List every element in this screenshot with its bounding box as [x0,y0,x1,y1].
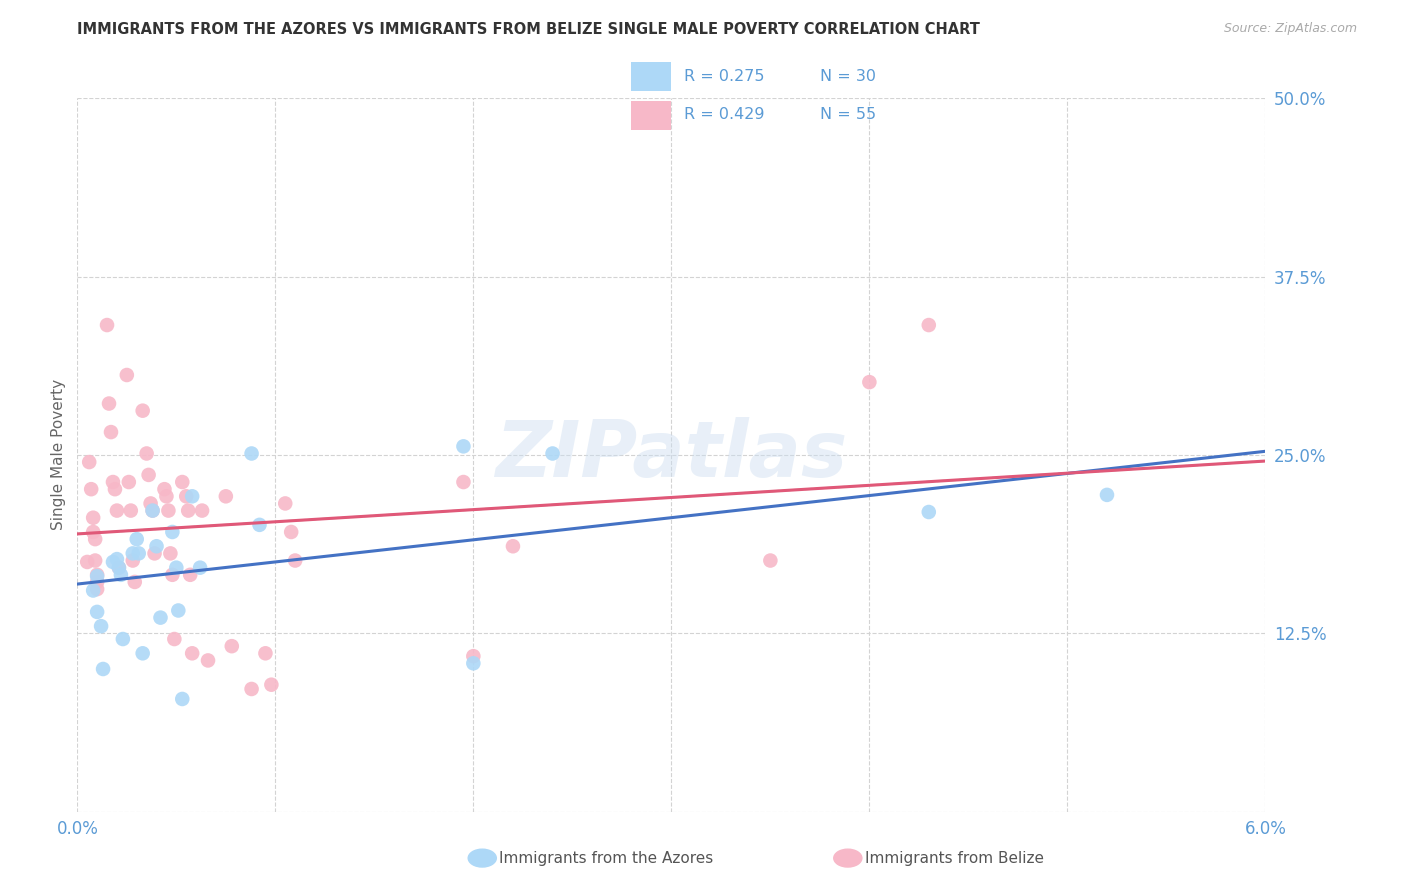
Point [145,539,167,553]
Point [172,692,194,706]
Point [1095,488,1118,502]
Point [121,553,143,567]
Point [84,553,107,567]
Point [82,583,104,598]
Point [101,475,124,489]
Point [108,560,131,574]
Point [858,375,880,389]
Text: Immigrants from Belize: Immigrants from Belize [865,851,1043,865]
Point [86,582,108,596]
Point [221,639,243,653]
Point [86,605,108,619]
Point [90,619,112,633]
Point [274,496,297,510]
Point [165,560,187,574]
Point [260,678,283,692]
Point [142,503,165,517]
Point [82,524,104,539]
Point [159,546,181,560]
Text: N = 55: N = 55 [820,107,876,122]
Point [215,489,238,503]
Text: R = 0.275: R = 0.275 [683,69,763,84]
Point [502,539,524,553]
Point [153,482,176,496]
Point [249,517,271,532]
Point [191,503,214,517]
Text: Source: ZipAtlas.com: Source: ZipAtlas.com [1223,22,1357,36]
Point [188,560,211,574]
Point [91,662,114,676]
FancyBboxPatch shape [631,62,671,91]
Text: N = 30: N = 30 [820,69,876,84]
Point [759,553,782,567]
Point [453,475,475,489]
Text: IMMIGRANTS FROM THE AZORES VS IMMIGRANTS FROM BELIZE SINGLE MALE POVERTY CORRELA: IMMIGRANTS FROM THE AZORES VS IMMIGRANTS… [77,22,980,37]
Point [76,555,98,569]
Point [131,403,153,417]
Point [162,567,184,582]
Point [96,318,118,332]
Point [142,503,165,517]
Point [463,657,485,671]
Point [254,646,277,660]
Point [143,546,166,560]
Point [155,489,177,503]
Point [124,574,146,589]
Point [128,546,150,560]
Point [240,446,263,460]
Point [98,396,121,410]
Point [118,475,141,489]
Point [84,532,107,546]
Point [197,653,219,667]
Point [139,496,162,510]
Point [149,610,172,624]
Point [82,510,104,524]
Point [115,368,138,382]
Point [131,646,153,660]
Point [240,681,263,696]
Point [121,546,143,560]
Point [105,552,128,566]
Point [163,632,186,646]
Point [100,425,122,439]
Point [918,505,941,519]
Point [174,489,197,503]
Point [157,503,180,517]
Point [120,503,142,517]
Point [86,567,108,582]
Point [918,318,941,332]
Point [77,455,100,469]
Point [105,503,128,517]
Point [110,567,132,582]
Point [135,446,157,460]
Point [101,555,124,569]
Point [111,632,134,646]
Text: R = 0.429: R = 0.429 [683,107,763,122]
Point [177,503,200,517]
Point [179,567,201,582]
Point [541,446,564,460]
Point [172,475,194,489]
Text: Immigrants from the Azores: Immigrants from the Azores [499,851,713,865]
Point [108,560,131,574]
FancyBboxPatch shape [631,101,671,130]
Point [125,532,148,546]
Point [181,646,204,660]
Y-axis label: Single Male Poverty: Single Male Poverty [51,379,66,531]
Point [86,569,108,583]
Point [463,649,485,664]
Point [104,482,127,496]
Point [80,482,103,496]
Point [167,603,190,617]
Point [284,553,307,567]
Point [138,467,160,482]
Point [453,439,475,453]
Point [280,524,302,539]
Point [181,489,204,503]
Text: ZIPatlas: ZIPatlas [495,417,848,493]
Point [86,574,108,589]
Point [162,524,184,539]
